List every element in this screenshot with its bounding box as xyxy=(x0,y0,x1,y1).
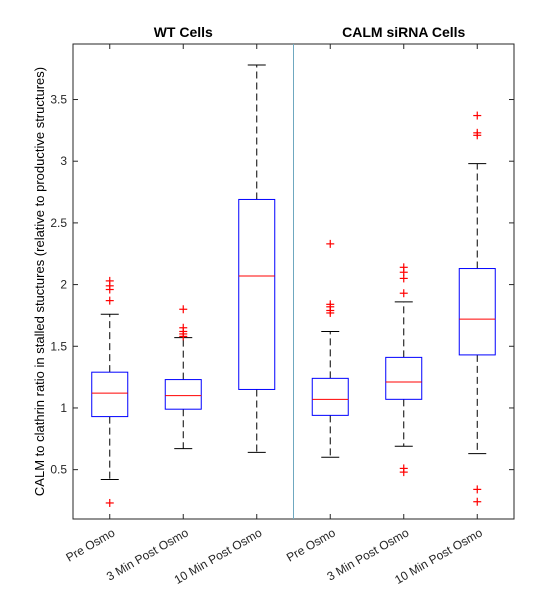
group-title: CALM siRNA Cells xyxy=(342,24,465,40)
y-tick-label: 3 xyxy=(60,154,67,168)
x-tick-label: Pre Osmo xyxy=(63,525,117,564)
x-tick-label: Pre Osmo xyxy=(284,525,338,564)
y-tick-label: 2.5 xyxy=(50,216,67,230)
group-title: WT Cells xyxy=(154,24,213,40)
y-tick-label: 1.5 xyxy=(50,339,67,353)
y-tick-label: 0.5 xyxy=(50,463,67,477)
y-axis-label: CALM to clathrin ratio in stalled stuctu… xyxy=(32,67,47,496)
y-tick-label: 2 xyxy=(60,278,67,292)
y-tick-label: 1 xyxy=(60,401,67,415)
y-tick-label: 3.5 xyxy=(50,93,67,107)
